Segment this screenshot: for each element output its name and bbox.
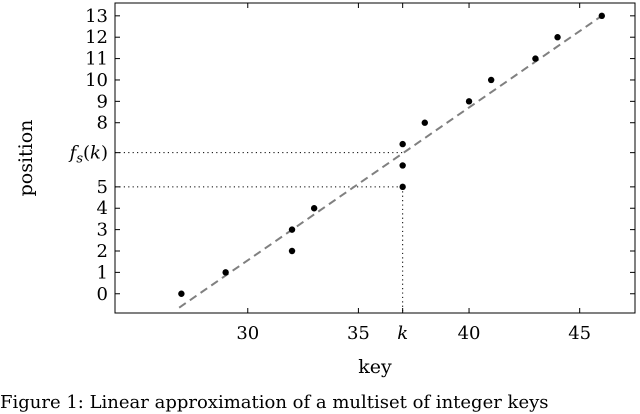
y-axis-title: position (15, 120, 37, 197)
data-point (554, 34, 561, 41)
data-point (487, 76, 495, 84)
data-point (399, 140, 406, 148)
x-tick-label: 30 (236, 323, 259, 344)
y-tick-label: 9 (97, 91, 108, 112)
y-tick-label: 2 (97, 241, 108, 262)
data-point (421, 119, 428, 126)
y-tick-label: 12 (85, 27, 108, 48)
data-point (310, 205, 318, 212)
y-tick-label: 5 (97, 177, 108, 198)
x-axis-title: key (358, 356, 392, 378)
data-point (598, 12, 606, 20)
plot-frame (114, 2, 636, 314)
data-point (399, 162, 406, 169)
x-axis-ticks: 30 35 k 40 45 (236, 3, 591, 344)
fit-line (178, 15, 603, 309)
y-tick-label: 10 (85, 70, 108, 91)
y-tick-label: 8 (97, 113, 108, 134)
data-point (399, 183, 406, 191)
data-point (532, 55, 539, 62)
y-tick-label: 11 (85, 49, 108, 70)
y-tick-label: 3 (97, 220, 108, 241)
data-point (288, 226, 296, 233)
guide-lines (115, 152, 404, 313)
x-tick-label: 40 (458, 323, 481, 344)
x-tick-label: 35 (347, 323, 370, 344)
y-tick-label: fs(k) (68, 143, 108, 167)
data-points (178, 12, 606, 297)
fit-line-group (178, 15, 603, 309)
y-tick-label: 13 (85, 6, 108, 27)
data-point (288, 247, 296, 255)
x-tick-label: 45 (568, 323, 591, 344)
y-tick-label: 0 (97, 284, 108, 305)
data-point (465, 98, 473, 105)
y-tick-label: 4 (97, 198, 108, 219)
data-point (222, 269, 229, 276)
y-tick-label: 1 (97, 262, 108, 283)
x-tick-label: k (397, 323, 408, 344)
data-point (178, 290, 185, 297)
figure-caption: Figure 1: Linear approximation of a mult… (0, 392, 549, 413)
